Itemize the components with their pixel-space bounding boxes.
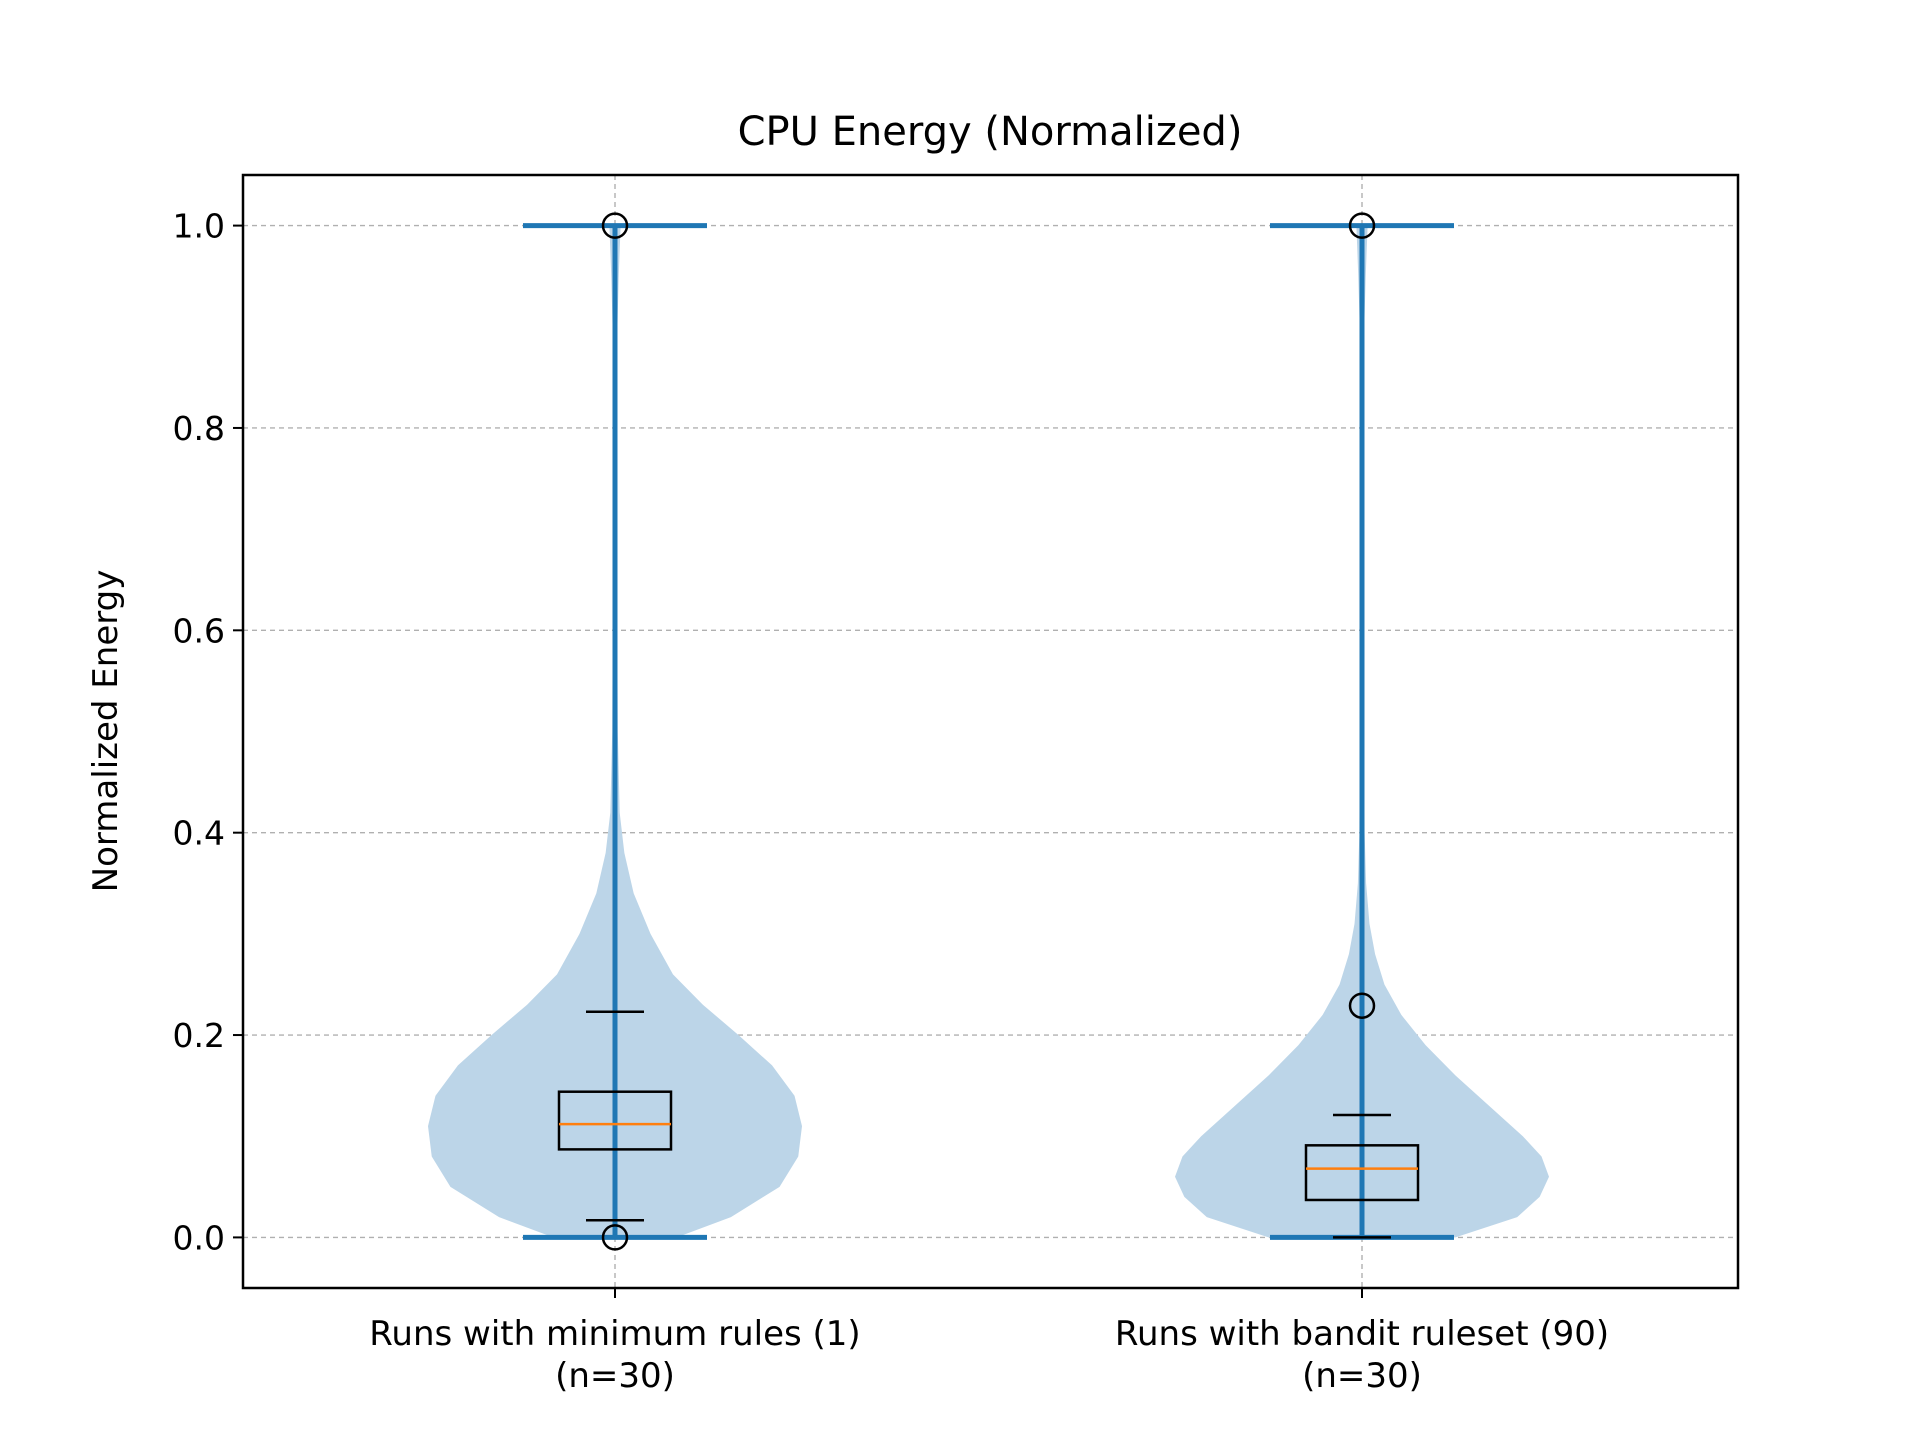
- x-tick-label: Runs with bandit ruleset (90): [1115, 1314, 1609, 1354]
- y-axis-label: Normalized Energy: [86, 570, 126, 893]
- axis-layer: 0.0 0.2 0.4 0.6 0.8 1.0 Runs with minimum rule…: [173, 207, 1610, 1396]
- y-tick-label: 0.0: [173, 1218, 225, 1257]
- x-tick-sublabel: (n=30): [555, 1356, 675, 1396]
- outlier-point: [1348, 212, 1376, 239]
- x-tick-label: Runs with minimum rules (1): [369, 1314, 860, 1354]
- outlier-point: [601, 212, 629, 239]
- violin-layer: [428, 223, 1549, 1240]
- y-tick-label: 0.8: [173, 409, 225, 448]
- y-tick-label: 0.4: [173, 814, 225, 853]
- box-layer: [557, 212, 1420, 1251]
- outlier-point: [1348, 992, 1376, 1019]
- y-tick-label: 1.0: [173, 207, 225, 246]
- chart-title: CPU Energy (Normalized): [738, 109, 1243, 155]
- box-iqr: [1304, 1144, 1420, 1202]
- outlier-point: [601, 1224, 629, 1251]
- plot-frame: [241, 173, 1740, 1290]
- y-tick-label: 0.2: [173, 1016, 225, 1055]
- x-tick-sublabel: (n=30): [1302, 1356, 1422, 1396]
- box-iqr: [557, 1090, 673, 1151]
- y-tick-label: 0.6: [173, 611, 225, 650]
